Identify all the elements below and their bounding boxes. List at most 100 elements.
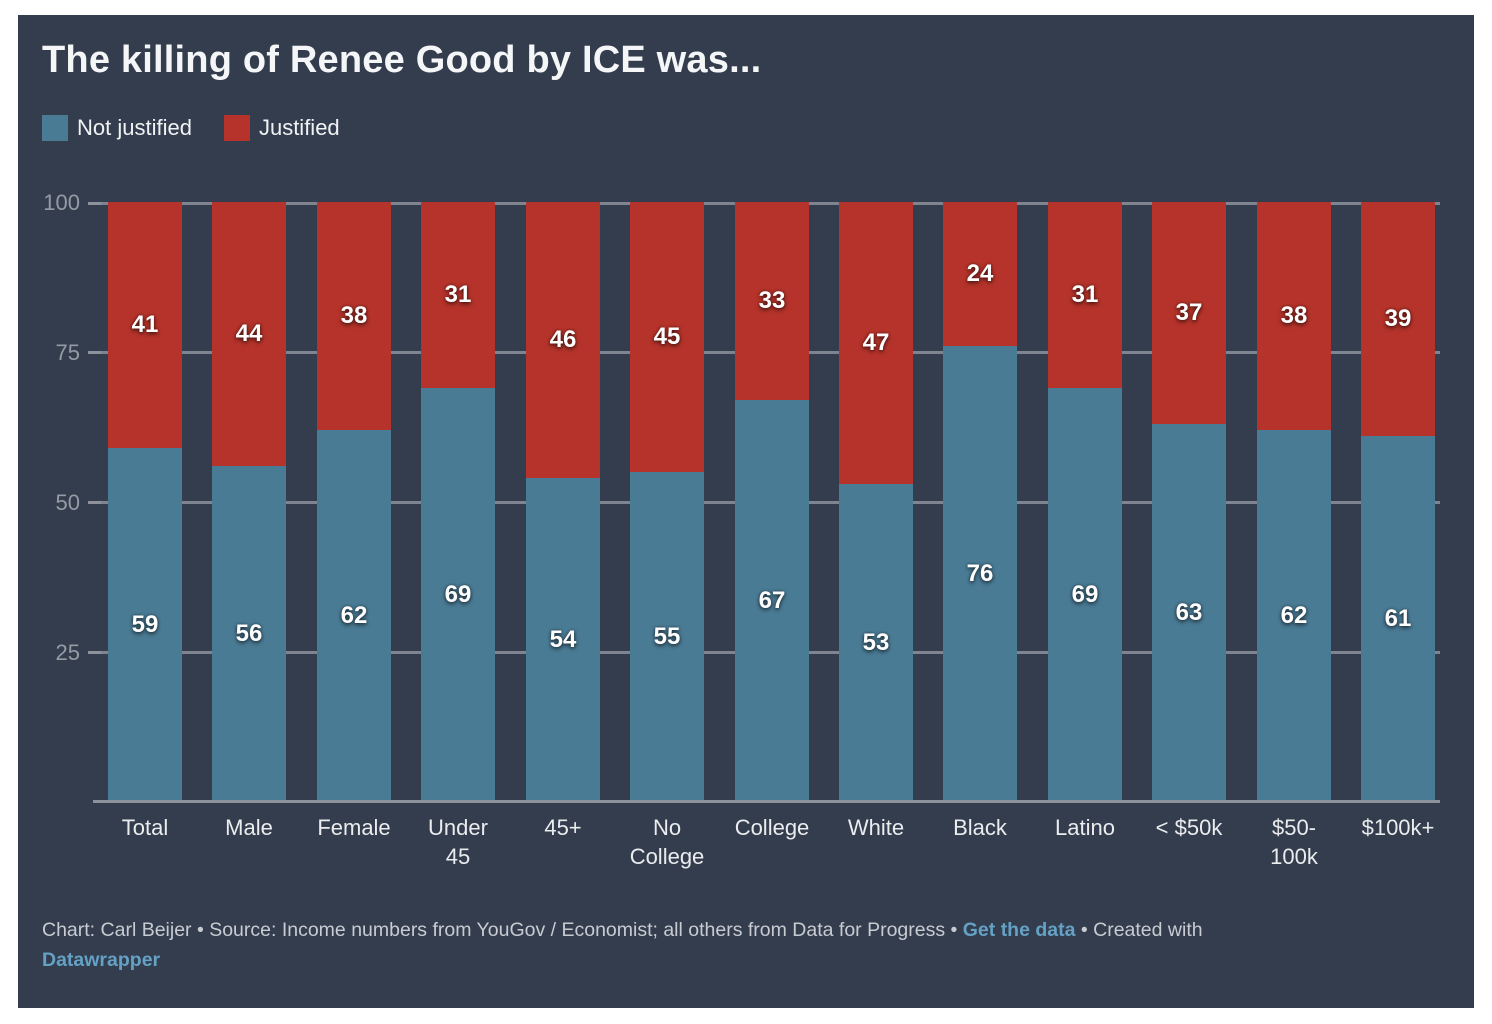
x-axis-label-100k: $100k+ (1361, 815, 1435, 840)
bar-value-label: 38 (340, 302, 368, 329)
bar-segment-justified-50-100k[interactable]: 38 (1257, 202, 1331, 430)
bar-column-50k: 37 63 (1152, 202, 1226, 802)
bar-column-no-college: 45 55 (630, 202, 704, 802)
bar-value-label: 69 (1071, 581, 1099, 608)
y-axis-tick-25 (88, 651, 101, 654)
bar-segment-not-justified-45[interactable]: 54 (526, 478, 600, 802)
chart-plot-area: 25 50 75 100 41 59 Total 44 56 Male 38 62 Female 31 69… (43, 190, 1440, 869)
chart-footer: Chart: Carl Beijer • Source: Income numb… (42, 915, 1450, 975)
footer-text: • Created with (1075, 919, 1203, 941)
x-axis-label-college: College (734, 815, 810, 840)
bar-column-college: 33 67 (735, 202, 809, 802)
bar-segment-not-justified-100k[interactable]: 61 (1361, 436, 1435, 802)
bar-segment-justified-black[interactable]: 24 (943, 202, 1017, 346)
x-axis-label-male: Male (225, 815, 273, 840)
bar-value-label: 31 (1071, 281, 1099, 308)
bar-value-label: 39 (1384, 305, 1412, 332)
legend-label: Not justified (77, 115, 192, 140)
x-axis-label-no-college: No College (629, 815, 705, 870)
y-axis-tick-100 (88, 202, 101, 205)
x-axis-label-black: Black (953, 815, 1007, 840)
bar-column-total: 41 59 (108, 202, 182, 802)
datawrapper-link[interactable]: Datawrapper (42, 949, 161, 972)
bar-column-50-100k: 38 62 (1257, 202, 1331, 802)
bar-value-label: 45 (653, 323, 681, 350)
bar-value-label: 24 (966, 260, 994, 287)
y-axis-tick-50 (88, 501, 101, 504)
legend-swatch-not-justified (42, 115, 68, 141)
x-axis-label-white: White (847, 815, 905, 840)
bar-value-label: 33 (758, 287, 786, 314)
x-axis-label-50k: < $50k (1155, 815, 1223, 840)
bar-value-label: 44 (235, 320, 263, 347)
bar-segment-not-justified-no-college[interactable]: 55 (630, 472, 704, 802)
bar-value-label: 37 (1175, 299, 1203, 326)
footer-text: Chart: Carl Beijer • Source: Income numb… (42, 919, 963, 941)
bar-column-white: 47 53 (839, 202, 913, 802)
bar-segment-justified-college[interactable]: 33 (735, 202, 809, 400)
bar-segment-not-justified-total[interactable]: 59 (108, 448, 182, 802)
bar-segment-not-justified-under-45[interactable]: 69 (421, 388, 495, 802)
bar-segment-justified-total[interactable]: 41 (108, 202, 182, 448)
bar-segment-justified-50k[interactable]: 37 (1152, 202, 1226, 424)
bar-column-female: 38 62 (317, 202, 391, 802)
bar-value-label: 63 (1175, 599, 1203, 626)
bar-value-label: 56 (235, 620, 263, 647)
bar-column-under-45: 31 69 (421, 202, 495, 802)
bar-segment-not-justified-white[interactable]: 53 (839, 484, 913, 802)
bar-segment-justified-female[interactable]: 38 (317, 202, 391, 430)
bar-segment-not-justified-male[interactable]: 56 (212, 466, 286, 802)
y-axis-label-100: 100 (43, 189, 80, 215)
bar-value-label: 41 (131, 311, 159, 338)
bar-column-black: 24 76 (943, 202, 1017, 802)
get-the-data-link[interactable]: Get the data (962, 919, 1076, 941)
bar-column-latino: 31 69 (1048, 202, 1122, 802)
bar-value-label: 31 (444, 281, 472, 308)
bar-segment-justified-under-45[interactable]: 31 (421, 202, 495, 388)
bar-value-label: 47 (862, 329, 890, 356)
y-axis-label-25: 25 (55, 639, 80, 665)
bar-value-label: 62 (340, 602, 368, 629)
bar-value-label: 38 (1280, 302, 1308, 329)
bar-value-label: 55 (653, 623, 681, 650)
legend-swatch-justified (223, 115, 250, 141)
bar-segment-not-justified-college[interactable]: 67 (735, 400, 809, 802)
y-axis-tick-75 (88, 351, 101, 354)
bar-value-label: 59 (131, 611, 159, 638)
x-axis-label-female: Female (317, 815, 391, 840)
legend-item-not-justified: Not justified (42, 115, 192, 141)
legend-label: Justified (258, 115, 340, 140)
x-axis-label-under-45: Under 45 (428, 815, 488, 870)
bar-segment-not-justified-black[interactable]: 76 (943, 346, 1017, 802)
bar-segment-not-justified-latino[interactable]: 69 (1048, 388, 1122, 802)
bar-segment-not-justified-50-100k[interactable]: 62 (1257, 430, 1331, 802)
bar-value-label: 53 (862, 629, 890, 656)
legend: Not justified Justified (42, 115, 340, 141)
bar-column-100k: 39 61 (1361, 202, 1435, 802)
bar-segment-justified-latino[interactable]: 31 (1048, 202, 1122, 388)
chart-title: The killing of Renee Good by ICE was... (42, 39, 762, 81)
bar-value-label: 69 (444, 581, 472, 608)
bar-column-male: 44 56 (212, 202, 286, 802)
bar-value-label: 67 (758, 587, 786, 614)
chart-panel: The killing of Renee Good by ICE was... … (18, 15, 1474, 1008)
bar-segment-justified-100k[interactable]: 39 (1361, 202, 1435, 436)
bar-value-label: 76 (966, 560, 994, 587)
x-axis-label-50-100k: $50- 100k (1270, 815, 1318, 870)
bar-segment-not-justified-50k[interactable]: 63 (1152, 424, 1226, 802)
bar-segment-not-justified-female[interactable]: 62 (317, 430, 391, 802)
x-axis-baseline (93, 800, 1440, 803)
bar-segment-justified-no-college[interactable]: 45 (630, 202, 704, 472)
y-axis-label-75: 75 (55, 339, 80, 365)
x-axis-label-45: 45+ (544, 815, 582, 840)
bar-column-45: 46 54 (526, 202, 600, 802)
x-axis-label-total: Total (121, 815, 169, 840)
bar-value-label: 62 (1280, 602, 1308, 629)
legend-item-justified: Justified (223, 115, 340, 141)
bar-segment-justified-male[interactable]: 44 (212, 202, 286, 466)
x-axis-label-latino: Latino (1055, 815, 1115, 840)
bar-segment-justified-white[interactable]: 47 (839, 202, 913, 484)
bar-value-label: 46 (549, 326, 577, 353)
bar-segment-justified-45[interactable]: 46 (526, 202, 600, 478)
y-axis-label-50: 50 (55, 489, 80, 515)
